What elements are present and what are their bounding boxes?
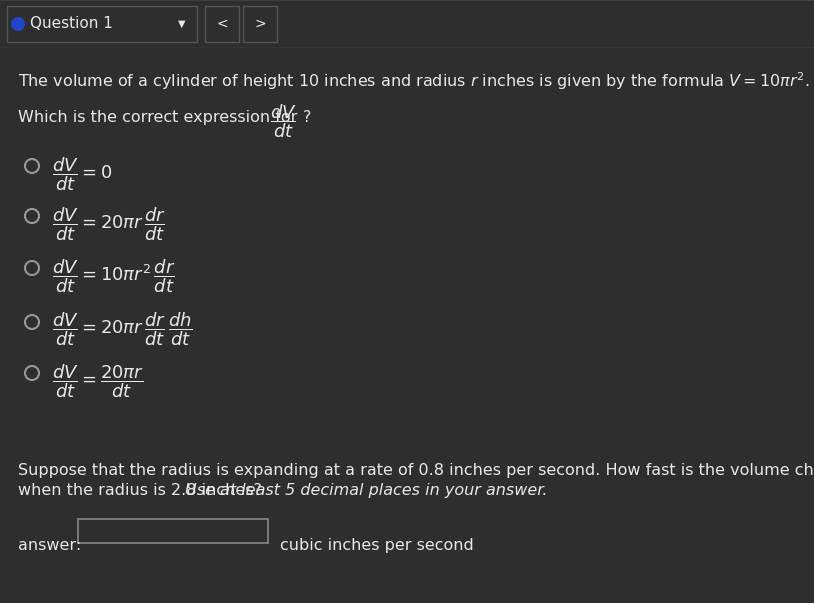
Text: $\dfrac{dV}{dt} = 20\pi r \, \dfrac{dr}{dt} \, \dfrac{dh}{dt}$: $\dfrac{dV}{dt} = 20\pi r \, \dfrac{dr}{… bbox=[52, 310, 193, 348]
Text: Which is the correct expression for: Which is the correct expression for bbox=[18, 110, 303, 125]
Text: >: > bbox=[254, 17, 266, 31]
Text: Suppose that the radius is expanding at a rate of 0.8 inches per second. How fas: Suppose that the radius is expanding at … bbox=[18, 463, 814, 478]
Text: The volume of a cylinder of height 10 inches and radius $r$ inches is given by t: The volume of a cylinder of height 10 in… bbox=[18, 70, 810, 92]
Text: <: < bbox=[217, 17, 228, 31]
Text: cubic inches per second: cubic inches per second bbox=[280, 538, 474, 553]
Text: $\dfrac{dV}{dt}$: $\dfrac{dV}{dt}$ bbox=[270, 102, 297, 140]
Text: ▼: ▼ bbox=[178, 19, 186, 29]
Text: $\dfrac{dV}{dt} = \dfrac{20\pi r}{dt}$: $\dfrac{dV}{dt} = \dfrac{20\pi r}{dt}$ bbox=[52, 362, 144, 400]
Text: $\dfrac{dV}{dt} = 20\pi r \, \dfrac{dr}{dt}$: $\dfrac{dV}{dt} = 20\pi r \, \dfrac{dr}{… bbox=[52, 205, 166, 242]
Bar bbox=[78, 519, 268, 543]
Text: Question 1: Question 1 bbox=[30, 16, 113, 31]
Text: answer:: answer: bbox=[18, 538, 81, 553]
Text: when the radius is 2.8 inches?: when the radius is 2.8 inches? bbox=[18, 483, 267, 498]
Circle shape bbox=[11, 17, 25, 31]
Text: ?: ? bbox=[303, 110, 312, 125]
Text: $\dfrac{dV}{dt} = 10\pi r^2 \, \dfrac{dr}{dt}$: $\dfrac{dV}{dt} = 10\pi r^2 \, \dfrac{dr… bbox=[52, 257, 175, 295]
Text: Use at least 5 decimal places in your answer.: Use at least 5 decimal places in your an… bbox=[185, 483, 548, 498]
Text: $\dfrac{dV}{dt} = 0$: $\dfrac{dV}{dt} = 0$ bbox=[52, 155, 112, 192]
